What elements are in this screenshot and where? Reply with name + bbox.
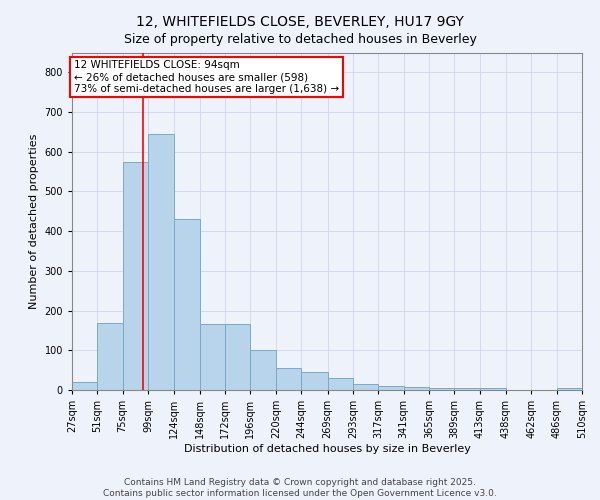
Bar [175, 220, 200, 390]
Bar [148, 134, 175, 390]
Bar [301, 372, 328, 390]
Y-axis label: Number of detached properties: Number of detached properties [29, 134, 39, 309]
Bar [404, 387, 429, 390]
Bar [225, 324, 250, 390]
Bar [200, 324, 225, 390]
Bar [250, 350, 276, 390]
Bar [122, 162, 148, 390]
Text: 12 WHITEFIELDS CLOSE: 94sqm
← 26% of detached houses are smaller (598)
73% of se: 12 WHITEFIELDS CLOSE: 94sqm ← 26% of det… [74, 60, 339, 94]
Bar [353, 384, 378, 390]
Bar [378, 386, 404, 390]
Bar [454, 388, 479, 390]
Bar [328, 378, 353, 390]
Text: Contains HM Land Registry data © Crown copyright and database right 2025.
Contai: Contains HM Land Registry data © Crown c… [103, 478, 497, 498]
X-axis label: Distribution of detached houses by size in Beverley: Distribution of detached houses by size … [184, 444, 470, 454]
Bar [276, 368, 301, 390]
Text: Size of property relative to detached houses in Beverley: Size of property relative to detached ho… [124, 32, 476, 46]
Bar [479, 388, 506, 390]
Bar [557, 388, 582, 390]
Bar [97, 322, 122, 390]
Bar [72, 382, 97, 390]
Text: 12, WHITEFIELDS CLOSE, BEVERLEY, HU17 9GY: 12, WHITEFIELDS CLOSE, BEVERLEY, HU17 9G… [136, 15, 464, 29]
Bar [429, 388, 454, 390]
